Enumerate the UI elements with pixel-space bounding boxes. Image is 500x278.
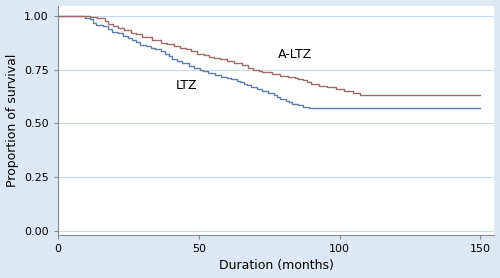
A-LTZ: [149, 38, 155, 42]
LTZ: [58, 15, 64, 18]
Y-axis label: Proportion of survival: Proportion of survival: [6, 54, 18, 187]
A-LTZ: [122, 28, 128, 31]
A-LTZ: [324, 85, 330, 89]
A-LTZ: [250, 68, 256, 71]
LTZ: [248, 86, 254, 89]
A-LTZ: [239, 64, 245, 67]
A-LTZ: [194, 52, 200, 56]
A-LTZ: [139, 36, 145, 39]
LTZ: [478, 107, 484, 110]
A-LTZ: [188, 49, 194, 53]
A-LTZ: [177, 46, 183, 49]
A-LTZ: [106, 22, 112, 25]
A-LTZ: [182, 48, 188, 51]
Text: LTZ: LTZ: [176, 79, 198, 92]
A-LTZ: [478, 93, 484, 97]
Text: A-LTZ: A-LTZ: [278, 48, 312, 61]
A-LTZ: [358, 93, 364, 97]
A-LTZ: [276, 74, 282, 77]
LTZ: [198, 68, 203, 72]
A-LTZ: [300, 78, 306, 81]
A-LTZ: [304, 80, 310, 83]
A-LTZ: [87, 15, 93, 18]
A-LTZ: [201, 54, 207, 57]
A-LTZ: [76, 15, 82, 18]
A-LTZ: [224, 59, 230, 62]
A-LTZ: [116, 27, 121, 30]
A-LTZ: [217, 58, 223, 61]
A-LTZ: [158, 41, 164, 45]
A-LTZ: [55, 15, 61, 18]
A-LTZ: [316, 84, 322, 88]
LTZ: [224, 76, 230, 80]
LTZ: [212, 74, 218, 77]
A-LTZ: [94, 17, 100, 20]
A-LTZ: [134, 32, 140, 36]
A-LTZ: [67, 15, 73, 18]
A-LTZ: [284, 76, 290, 79]
A-LTZ: [84, 15, 89, 18]
A-LTZ: [172, 44, 177, 48]
A-LTZ: [350, 91, 356, 95]
LTZ: [148, 46, 154, 49]
A-LTZ: [333, 88, 339, 91]
A-LTZ: [62, 15, 68, 18]
A-LTZ: [102, 19, 108, 23]
A-LTZ: [296, 77, 302, 81]
A-LTZ: [341, 89, 347, 93]
A-LTZ: [164, 42, 170, 46]
A-LTZ: [259, 71, 265, 74]
A-LTZ: [308, 83, 314, 86]
A-LTZ: [206, 55, 212, 59]
A-LTZ: [245, 66, 251, 69]
X-axis label: Duration (months): Duration (months): [218, 259, 334, 272]
A-LTZ: [110, 24, 116, 27]
A-LTZ: [292, 76, 298, 80]
A-LTZ: [80, 15, 86, 18]
LTZ: [55, 15, 61, 18]
A-LTZ: [232, 61, 237, 65]
A-LTZ: [128, 31, 134, 34]
Line: LTZ: LTZ: [58, 16, 480, 108]
A-LTZ: [256, 70, 262, 73]
LTZ: [306, 107, 312, 110]
A-LTZ: [269, 72, 275, 75]
Line: A-LTZ: A-LTZ: [58, 16, 480, 95]
A-LTZ: [210, 56, 216, 60]
